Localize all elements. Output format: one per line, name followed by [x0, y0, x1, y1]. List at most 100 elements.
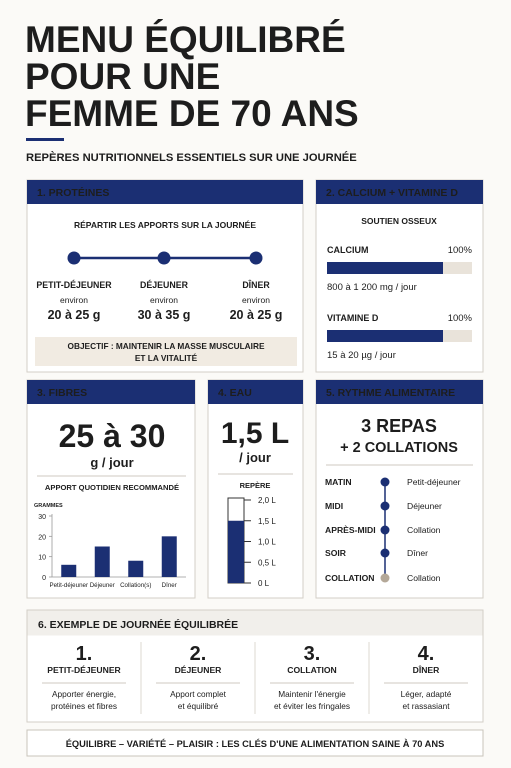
step-desc: et équilibré [178, 701, 219, 711]
x-tick-label: Petit-déjeuner [49, 582, 88, 589]
step-desc: Léger, adapté [401, 689, 452, 699]
y-tick-label: 30 [38, 514, 46, 521]
subtitle: REPÈRES NUTRITIONNELS ESSENTIELS SUR UNE… [26, 151, 357, 164]
headline: 3 REPAS [361, 416, 437, 436]
meal-approx: environ [60, 295, 88, 305]
card-title: 5. RYTHME ALIMENTAIRE [326, 387, 455, 399]
x-tick-label: Collation(s) [120, 582, 151, 589]
step-desc: Maintenir l'énergie [278, 689, 346, 699]
footer: ÉQUILIBRE – VARIÉTÉ – PLAISIR : LES CLÉS… [66, 739, 445, 749]
bar [61, 564, 77, 577]
unit: g / jour [90, 455, 133, 470]
card-header [27, 380, 195, 404]
subheading: SOUTIEN OSSEUX [361, 216, 437, 226]
step-name: PETIT-DÉJEUNER [47, 665, 121, 675]
step-desc: et éviter les fringales [274, 701, 350, 711]
nutrient-percent: 100% [448, 245, 473, 256]
meal-amount: 20 à 25 g [48, 308, 101, 322]
nutrient-amount: 15 à 20 µg / jour [327, 350, 396, 361]
tick-label: 1,0 L [258, 538, 276, 547]
meal-label: Déjeuner [407, 501, 442, 511]
y-tick-label: 0 [42, 575, 46, 582]
tick-label: 1,5 L [258, 517, 276, 526]
headline: + 2 COLLATIONS [340, 440, 458, 456]
step-number: 2. [190, 643, 207, 665]
timeline-dot [249, 251, 263, 265]
timeline-dot [67, 251, 81, 265]
card-header [208, 380, 303, 404]
bar [128, 560, 144, 577]
goal: ET LA VITALITÉ [135, 353, 198, 363]
card-title: 1. PROTÉINES [37, 186, 109, 199]
amount: 1,5 L [221, 417, 289, 450]
time-label: MATIN [325, 477, 352, 487]
axis-label: GRAMMES [34, 503, 63, 509]
unit: / jour [239, 450, 271, 465]
y-tick-label: 10 [38, 555, 46, 562]
card-header [316, 180, 483, 204]
card [315, 379, 484, 599]
chart-title: APPORT QUOTIDIEN RECOMMANDÉ [45, 483, 179, 492]
gauge-title: REPÈRE [240, 481, 271, 490]
step-name: COLLATION [287, 665, 337, 675]
x-tick-label: Dîner [162, 582, 177, 589]
timeline-dot [380, 501, 390, 511]
timeline-dot [380, 525, 390, 535]
nutrient-name: CALCIUM [327, 245, 369, 255]
card-title: 6. EXEMPLE DE JOURNÉE ÉQUILIBRÉE [38, 618, 238, 631]
card-header [316, 380, 483, 404]
goal-box [35, 337, 297, 366]
nutrient-amount: 800 à 1 200 mg / jour [327, 282, 417, 293]
footer-box [26, 729, 484, 757]
timeline-dot [380, 548, 390, 558]
nutrient-name: VITAMINE D [327, 313, 379, 323]
tick-label: 0 L [258, 579, 270, 588]
step-number: 4. [418, 643, 435, 665]
time-label: COLLATION [325, 573, 375, 583]
amount: 25 à 30 [59, 418, 166, 454]
step-number: 1. [76, 643, 93, 665]
meal-approx: environ [150, 295, 178, 305]
meal-name: DÎNER [242, 279, 270, 290]
step-name: DÎNER [413, 664, 441, 675]
time-label: SOIR [325, 548, 347, 558]
x-tick-label: Déjeuner [90, 582, 115, 589]
title: POUR UNE [25, 56, 220, 97]
time-label: MIDI [325, 501, 343, 511]
intro: RÉPARTIR LES APPORTS SUR LA JOURNÉE [74, 220, 256, 230]
card [315, 179, 484, 373]
card-title: 4. EAU [218, 387, 252, 399]
meal-label: Collation [407, 525, 441, 535]
step-desc: Apporter énergie, [52, 689, 116, 699]
title: MENU ÉQUILIBRÉ [25, 19, 346, 60]
step-number: 3. [304, 643, 321, 665]
y-tick-label: 20 [38, 534, 46, 541]
card-title: 3. FIBRES [37, 387, 87, 399]
card-title: 2. CALCIUM + VITAMINE D [326, 187, 458, 199]
step-desc: Apport complet [170, 689, 226, 699]
timeline-dot [380, 573, 390, 583]
meal-name: PETIT-DÉJEUNER [36, 280, 112, 290]
accent-line [26, 138, 64, 141]
progress-bar [327, 262, 443, 274]
tick-label: 2,0 L [258, 496, 276, 505]
nutrient-percent: 100% [448, 313, 473, 324]
title: FEMME DE 70 ANS [25, 93, 359, 134]
meal-amount: 20 à 25 g [230, 308, 283, 322]
water-level [228, 520, 244, 583]
progress-bar [327, 330, 443, 342]
meal-label: Collation [407, 573, 441, 583]
card-header [27, 610, 483, 636]
step-desc: protéines et fibres [51, 701, 117, 711]
bar [94, 546, 110, 577]
bar [161, 536, 177, 577]
meal-label: Petit-déjeuner [407, 477, 461, 487]
card-header [27, 180, 303, 204]
meal-name: DÉJEUNER [140, 280, 189, 290]
goal: OBJECTIF : MAINTENIR LA MASSE MUSCULAIRE [68, 341, 265, 351]
tick-label: 0,5 L [258, 558, 276, 567]
time-label: APRÈS-MIDI [325, 525, 376, 535]
step-desc: et rassasiant [402, 701, 450, 711]
